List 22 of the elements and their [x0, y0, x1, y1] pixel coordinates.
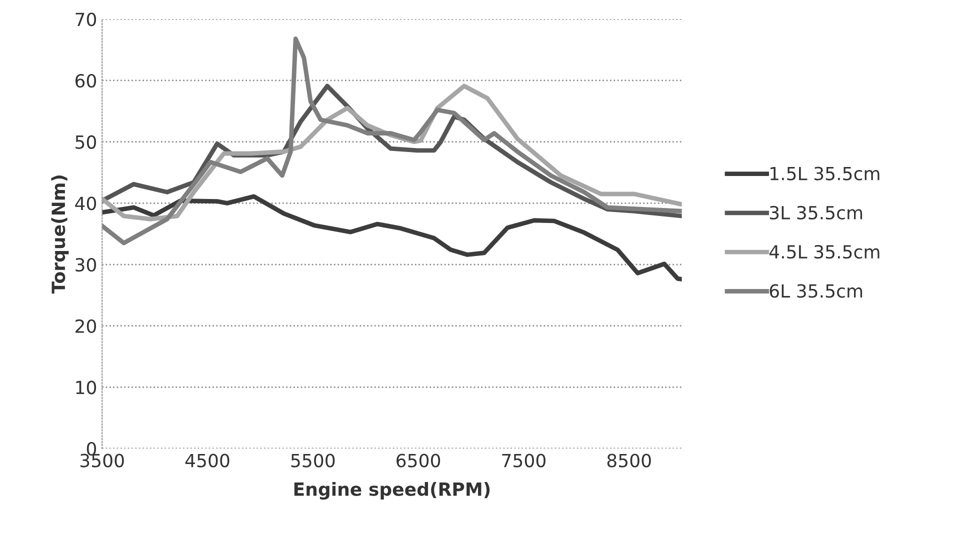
y-axis-title: Torque(Nm) [51, 176, 69, 294]
y-tick-label: 10 [76, 380, 96, 394]
x-tick-label: 7500 [502, 454, 546, 468]
x-tick-label: 3500 [80, 454, 124, 468]
y-tick-label: 40 [75, 196, 96, 210]
x-tick-label: 8500 [607, 454, 651, 468]
y-tick-label: 60 [76, 74, 96, 88]
x-axis-title: Engine speed(RPM) [294, 482, 490, 500]
x-tick-label: 5500 [291, 454, 335, 468]
y-tick-label: 30 [76, 258, 96, 272]
x-tick-label: 6500 [396, 454, 440, 468]
legend-label: 3L 35.5cm [770, 206, 862, 220]
legend-label: 4.5L 35.5cm [769, 244, 880, 259]
y-tick-label: 50 [76, 135, 96, 149]
y-tick-label: 70 [76, 12, 96, 26]
legend-label: 6L 35.5cm [770, 284, 862, 298]
y-tick-label: 0 [86, 442, 96, 456]
x-tick-label: 4500 [185, 454, 230, 468]
line-series [102, 36, 682, 246]
legend-label: 1.5L 35.5cm [770, 166, 880, 180]
y-tick-label: 20 [76, 319, 96, 333]
line-series [102, 194, 682, 282]
